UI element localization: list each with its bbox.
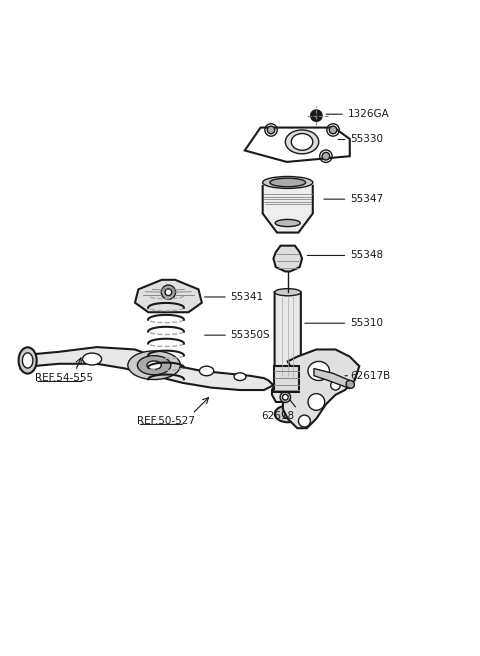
Ellipse shape bbox=[83, 353, 102, 365]
Text: 1326GA: 1326GA bbox=[348, 109, 389, 119]
Ellipse shape bbox=[280, 392, 290, 402]
Ellipse shape bbox=[270, 178, 306, 187]
Polygon shape bbox=[135, 280, 202, 312]
Ellipse shape bbox=[291, 134, 313, 150]
Ellipse shape bbox=[285, 130, 319, 154]
Ellipse shape bbox=[346, 380, 354, 388]
Ellipse shape bbox=[147, 361, 161, 369]
Circle shape bbox=[161, 285, 176, 299]
Ellipse shape bbox=[234, 373, 246, 380]
Text: 55341: 55341 bbox=[230, 292, 264, 302]
Polygon shape bbox=[272, 292, 303, 402]
Ellipse shape bbox=[275, 289, 301, 296]
Polygon shape bbox=[314, 369, 352, 388]
Ellipse shape bbox=[331, 380, 340, 390]
Ellipse shape bbox=[137, 356, 171, 375]
Polygon shape bbox=[245, 127, 350, 162]
Ellipse shape bbox=[199, 366, 214, 376]
Ellipse shape bbox=[282, 394, 288, 400]
Polygon shape bbox=[283, 350, 360, 428]
Text: 62618: 62618 bbox=[262, 411, 295, 421]
Ellipse shape bbox=[275, 219, 300, 226]
Circle shape bbox=[322, 152, 330, 160]
Text: 55330: 55330 bbox=[350, 134, 383, 144]
Ellipse shape bbox=[308, 361, 329, 380]
Text: 62617B: 62617B bbox=[350, 371, 390, 380]
Text: 55350S: 55350S bbox=[230, 330, 270, 340]
Ellipse shape bbox=[275, 405, 300, 422]
Circle shape bbox=[267, 126, 275, 134]
Polygon shape bbox=[274, 246, 302, 272]
Polygon shape bbox=[263, 185, 313, 233]
Ellipse shape bbox=[282, 409, 293, 418]
Text: REF.54-555: REF.54-555 bbox=[35, 373, 93, 383]
Text: 55347: 55347 bbox=[350, 194, 383, 204]
Ellipse shape bbox=[128, 351, 180, 380]
Ellipse shape bbox=[23, 353, 33, 368]
Text: 55310: 55310 bbox=[350, 318, 383, 328]
Text: 55348: 55348 bbox=[350, 251, 383, 260]
Circle shape bbox=[311, 110, 322, 121]
Ellipse shape bbox=[308, 394, 324, 410]
Polygon shape bbox=[21, 347, 274, 390]
Circle shape bbox=[329, 126, 337, 134]
Ellipse shape bbox=[19, 347, 36, 373]
Bar bbox=[275, 366, 299, 392]
Ellipse shape bbox=[299, 415, 311, 427]
Ellipse shape bbox=[263, 176, 313, 188]
Text: REF.50-527: REF.50-527 bbox=[137, 416, 195, 426]
Circle shape bbox=[165, 289, 172, 296]
